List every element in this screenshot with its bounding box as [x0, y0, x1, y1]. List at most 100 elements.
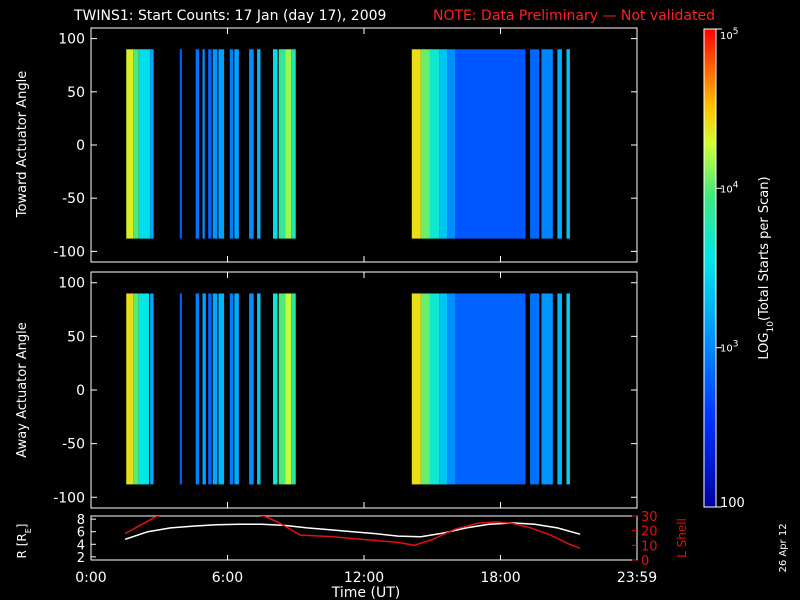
panel1-band — [541, 49, 553, 239]
panel2-band — [273, 293, 278, 485]
panel1-band — [285, 49, 292, 239]
panel1-band — [234, 49, 239, 239]
panel1-ytick-label: -50 — [62, 191, 85, 207]
xtick-label: 23:59 — [617, 570, 657, 586]
panel2-band — [126, 293, 134, 485]
colorbar-tick-label: 104 — [720, 180, 739, 195]
chart-title: TWINS1: Start Counts: 17 Jan (day 17), 2… — [74, 8, 387, 24]
radius-line — [124, 522, 581, 541]
panel1-band — [278, 49, 286, 239]
panel2-band — [557, 293, 562, 485]
panel2-band — [257, 293, 261, 485]
panel1-band — [429, 49, 440, 239]
colorbar-tick-label: 100 — [720, 496, 745, 511]
date-stamp: 26 Apr 12 — [778, 523, 789, 572]
panel2-band — [285, 293, 292, 485]
panel1-band — [291, 49, 296, 239]
panel1-band — [530, 49, 540, 239]
panel2-band — [566, 293, 570, 485]
panel2-band — [229, 293, 234, 485]
panel2-band — [234, 293, 239, 485]
panel1-band — [447, 49, 455, 239]
panel2-band — [439, 293, 448, 485]
xtick-label: 0:00 — [75, 570, 106, 586]
panel3-ytick-left-label: 8 — [77, 513, 85, 528]
preliminary-note: NOTE: Data Preliminary — Not validated — [433, 8, 715, 24]
panel1-band — [411, 49, 421, 239]
panel2-band — [212, 293, 218, 485]
panel2-ylabel: Away Actuator Angle — [15, 322, 30, 457]
panel1-band — [133, 49, 139, 239]
panel2-band — [420, 293, 430, 485]
panel1-band — [439, 49, 448, 239]
panel1-band — [212, 49, 218, 239]
panel3-ytick-right-label: 0 — [641, 554, 649, 569]
colorbar-gradient — [703, 28, 717, 508]
panel1-band — [126, 49, 134, 239]
panel1-ytick-label: 50 — [67, 85, 85, 101]
panel1-band — [179, 49, 182, 239]
panel1-band — [150, 49, 154, 239]
panel1-band — [202, 49, 205, 239]
panel2-band — [195, 293, 200, 485]
panel2-band — [429, 293, 440, 485]
panel2-ytick-label: -100 — [53, 490, 85, 506]
panel2-band — [218, 293, 225, 485]
panel2-frame — [90, 271, 638, 509]
panel2-band — [133, 293, 139, 485]
panel1-band — [195, 49, 200, 239]
panel1-ytick-label: -100 — [53, 244, 85, 260]
panel2-band — [278, 293, 286, 485]
panel2-band — [530, 293, 540, 485]
panel1-band — [249, 49, 254, 239]
panel3-ytick-left-label: 2 — [77, 551, 85, 566]
xaxis-label: Time (UT) — [331, 585, 400, 600]
panel3-ytick-left-label: 6 — [77, 526, 85, 541]
panel1-band — [273, 49, 278, 239]
colorbar-tick-label: 105 — [720, 27, 738, 42]
axes-layer: 100500-50-100100500-50-100864230201000:0… — [53, 27, 658, 586]
panel3-ytick-right-label: 10 — [641, 539, 658, 554]
panel3-ytick-right-label: 20 — [641, 525, 658, 540]
panel1-ytick-label: 0 — [76, 138, 85, 154]
panel3-ylabel-left: R [RE] — [15, 524, 33, 559]
colorbar-label: LOG10(Total Starts per Scan) — [757, 176, 776, 359]
panel1-frame — [90, 27, 638, 263]
panel2-band — [249, 293, 254, 485]
panel2-ytick-label: 0 — [76, 383, 85, 399]
colorbar-ticks: 105 104 103 100 — [716, 27, 745, 511]
panel2-ytick-label: 100 — [58, 276, 85, 292]
panel2-band — [150, 293, 154, 485]
panel1-band — [420, 49, 430, 239]
colorbar-tick-label: 103 — [720, 340, 738, 355]
panel1-band — [455, 49, 526, 239]
panel1-band — [557, 49, 562, 239]
panel2-band — [455, 293, 526, 485]
panel2-ytick-label: 50 — [67, 329, 85, 345]
panel2-band — [138, 293, 150, 485]
panel2-band — [291, 293, 296, 485]
panel2-band — [179, 293, 182, 485]
panel2-ytick-label: -50 — [62, 437, 85, 453]
panel2-band — [208, 293, 212, 485]
panel1-ylabel: Toward Actuator Angle — [15, 71, 30, 218]
xtick-label: 6:00 — [212, 570, 243, 586]
panel2-band — [411, 293, 421, 485]
panel1-band — [138, 49, 151, 239]
panel2-band — [541, 293, 553, 485]
panel1-band — [218, 49, 225, 239]
xtick-label: 12:00 — [344, 570, 384, 586]
panel1-band — [208, 49, 212, 239]
lshell-line — [124, 516, 581, 549]
panels-layer — [126, 49, 570, 485]
panel3-ytick-right-label: 30 — [641, 510, 658, 525]
panel1-ytick-label: 100 — [58, 32, 85, 48]
panel1-band — [257, 49, 261, 239]
xtick-label: 18:00 — [480, 570, 520, 586]
panel3-ytick-left-label: 4 — [77, 538, 85, 553]
panel2-band — [202, 293, 206, 485]
panel1-band — [229, 49, 234, 239]
panel1-band — [566, 49, 570, 239]
